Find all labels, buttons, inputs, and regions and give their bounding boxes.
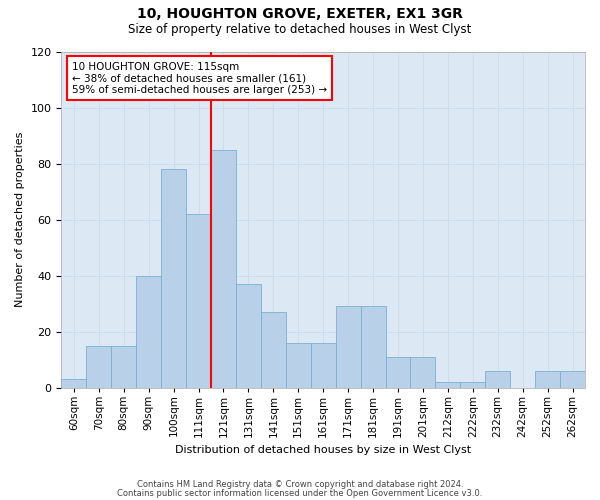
Bar [361,306,386,388]
Bar [86,346,111,388]
Bar [560,371,585,388]
Bar [311,343,335,388]
Text: 10 HOUGHTON GROVE: 115sqm
← 38% of detached houses are smaller (161)
59% of semi: 10 HOUGHTON GROVE: 115sqm ← 38% of detac… [72,62,327,95]
Text: Contains HM Land Registry data © Crown copyright and database right 2024.: Contains HM Land Registry data © Crown c… [137,480,463,489]
Bar [410,357,436,388]
Text: 10, HOUGHTON GROVE, EXETER, EX1 3GR: 10, HOUGHTON GROVE, EXETER, EX1 3GR [137,8,463,22]
X-axis label: Distribution of detached houses by size in West Clyst: Distribution of detached houses by size … [175,445,471,455]
Text: Size of property relative to detached houses in West Clyst: Size of property relative to detached ho… [128,22,472,36]
Y-axis label: Number of detached properties: Number of detached properties [15,132,25,307]
Bar [460,382,485,388]
Bar [335,306,361,388]
Bar [136,276,161,388]
Bar [211,150,236,388]
Bar [186,214,211,388]
Text: Contains public sector information licensed under the Open Government Licence v3: Contains public sector information licen… [118,489,482,498]
Bar [386,357,410,388]
Bar [436,382,460,388]
Bar [261,312,286,388]
Bar [535,371,560,388]
Bar [286,343,311,388]
Bar [111,346,136,388]
Bar [236,284,261,388]
Bar [61,379,86,388]
Bar [485,371,510,388]
Bar [161,169,186,388]
